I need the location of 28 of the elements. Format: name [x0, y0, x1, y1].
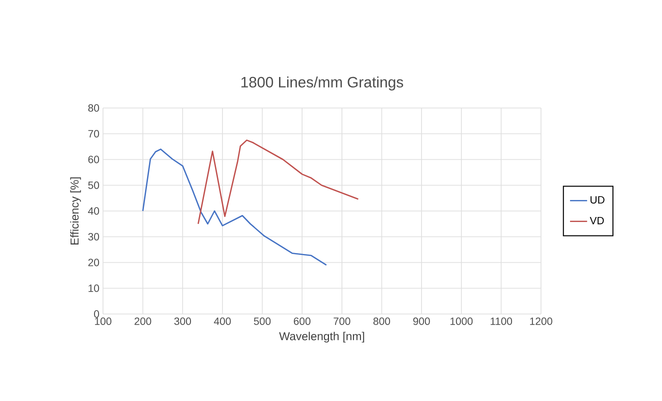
- x-tick-label: 200: [134, 318, 152, 325]
- x-tick-label: 800: [373, 318, 390, 325]
- y-tick-label: 40: [88, 207, 100, 215]
- legend-label: UD: [590, 196, 604, 204]
- line-series: [142, 148, 328, 266]
- x-tick-label: 900: [413, 318, 430, 325]
- x-tick-label: 100: [95, 318, 112, 325]
- line-series: [198, 140, 359, 225]
- y-tick-label: 10: [88, 284, 100, 292]
- chart-title: 1800 Lines/mm Gratings: [241, 76, 404, 90]
- y-tick-label: 20: [88, 258, 100, 266]
- y-axis-title: Efficiency [%]: [70, 177, 81, 244]
- y-tick-label: 60: [88, 156, 100, 164]
- legend-label: VD: [590, 217, 604, 224]
- x-tick-label: 300: [174, 318, 191, 325]
- y-tick-label: 50: [88, 182, 100, 189]
- x-tick-label: 1100: [490, 318, 512, 325]
- x-tick-label: 600: [294, 318, 310, 325]
- y-tick-label: 0: [94, 310, 100, 318]
- y-tick-label: 80: [88, 104, 100, 112]
- x-axis-title: Wavelength [nm]: [279, 332, 364, 343]
- x-tick-label: 1200: [530, 318, 552, 325]
- y-tick-label: 70: [88, 130, 100, 138]
- y-tick-label: 30: [88, 233, 100, 240]
- x-tick-label: 400: [214, 318, 231, 325]
- x-tick-label: 700: [334, 318, 350, 325]
- x-tick-label: 500: [254, 318, 271, 325]
- x-tick-label: 1000: [450, 318, 473, 325]
